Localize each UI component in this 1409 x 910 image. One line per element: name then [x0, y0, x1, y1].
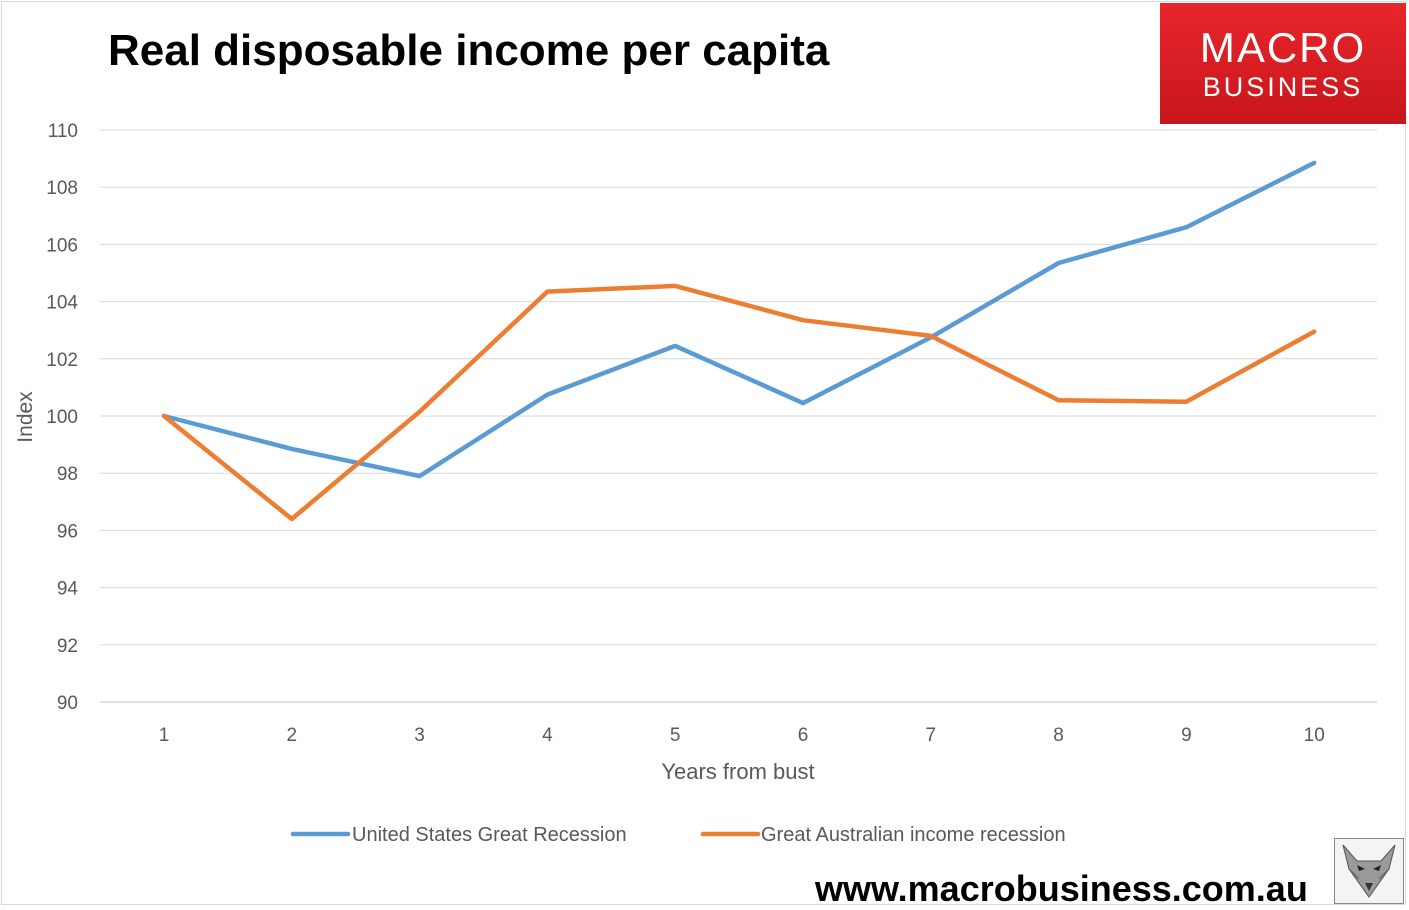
y-axis-label: Index [14, 391, 37, 443]
y-tick-label: 102 [46, 350, 78, 371]
x-tick-label: 7 [926, 725, 937, 746]
chart-title: Real disposable income per capita [108, 26, 830, 75]
x-tick-label: 1 [159, 725, 170, 746]
x-axis-label: Years from bust [661, 759, 814, 784]
y-tick-labels: 90 92 94 96 98 100 102 104 106 108 110 [46, 121, 78, 714]
y-tick-label: 100 [46, 407, 78, 428]
x-tick-label: 4 [542, 725, 553, 746]
y-tick-label: 106 [46, 235, 78, 256]
logo-line-1: MACRO [1199, 24, 1367, 71]
y-tick-label: 104 [46, 293, 78, 314]
y-tick-label: 90 [57, 693, 78, 714]
series-lines [161, 160, 1317, 522]
x-tick-label: 10 [1304, 725, 1325, 746]
y-tick-label: 98 [57, 464, 78, 485]
y-tick-label: 110 [48, 121, 78, 142]
website-url[interactable]: www.macrobusiness.com.au [815, 868, 1308, 909]
macrobusiness-logo[interactable]: MACRO BUSINESS [1160, 3, 1406, 124]
y-tick-label: 108 [46, 178, 78, 199]
legend-label: United States Great Recession [352, 824, 627, 846]
series-line-2 [161, 283, 1317, 522]
x-tick-label: 6 [798, 725, 809, 746]
x-tick-label: 5 [670, 725, 681, 746]
y-tick-label: 96 [57, 521, 78, 542]
legend-label: Great Australian income recession [761, 824, 1066, 846]
y-tick-label: 94 [57, 579, 79, 600]
y-tick-label: 92 [57, 636, 78, 657]
fox-icon [1334, 838, 1404, 904]
x-tick-label: 8 [1053, 725, 1064, 746]
x-tick-labels: 1 2 3 4 5 6 7 8 9 10 [159, 725, 1325, 746]
logo-line-2: BUSINESS [1202, 72, 1364, 102]
x-tick-label: 3 [414, 725, 425, 746]
x-tick-label: 9 [1181, 725, 1192, 746]
x-tick-label: 2 [287, 725, 298, 746]
series-line-1 [161, 160, 1317, 479]
legend: United States Great Recession Great Austr… [290, 824, 1066, 846]
gridlines [100, 129, 1377, 703]
